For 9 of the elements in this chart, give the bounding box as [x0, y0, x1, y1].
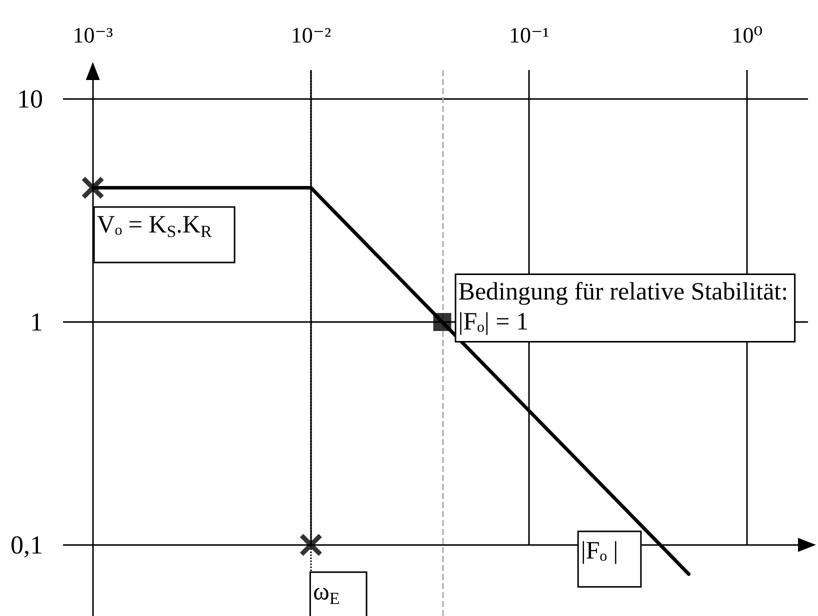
- y-tick-label: 1: [30, 307, 43, 336]
- series-label: |Fₒ |: [580, 538, 618, 565]
- x-tick-label: 10⁰: [732, 22, 763, 48]
- x-tick-label: 10⁻³: [72, 22, 114, 48]
- annotation: Bedingung für relative Stabilität: |Fₒ| = 1: [458, 278, 788, 336]
- y-tick-label: 10: [17, 84, 43, 114]
- x-tick-label: 10⁻¹: [508, 22, 550, 48]
- y-tick-label: 0,1: [10, 530, 43, 560]
- x-tick-label: 10⁻²: [290, 22, 332, 48]
